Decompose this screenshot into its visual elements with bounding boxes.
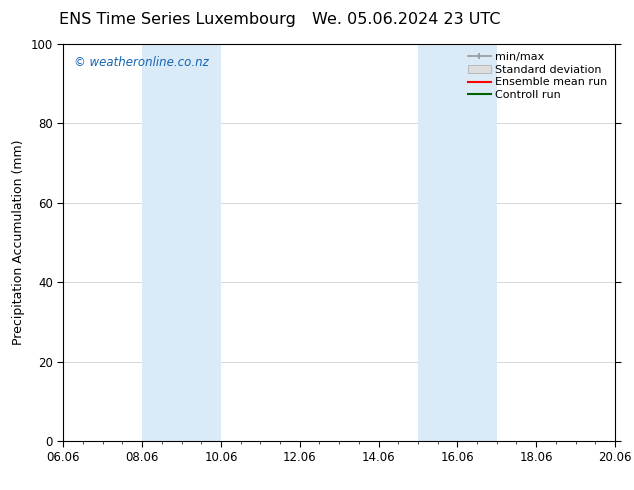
Bar: [142, 44, 221, 441]
Text: We. 05.06.2024 23 UTC: We. 05.06.2024 23 UTC: [311, 12, 500, 27]
Legend: min/max, Standard deviation, Ensemble mean run, Controll run: min/max, Standard deviation, Ensemble me…: [464, 48, 612, 105]
Bar: [418, 44, 497, 441]
Text: ENS Time Series Luxembourg: ENS Time Series Luxembourg: [59, 12, 296, 27]
Y-axis label: Precipitation Accumulation (mm): Precipitation Accumulation (mm): [12, 140, 25, 345]
Text: © weatheronline.co.nz: © weatheronline.co.nz: [74, 56, 209, 69]
